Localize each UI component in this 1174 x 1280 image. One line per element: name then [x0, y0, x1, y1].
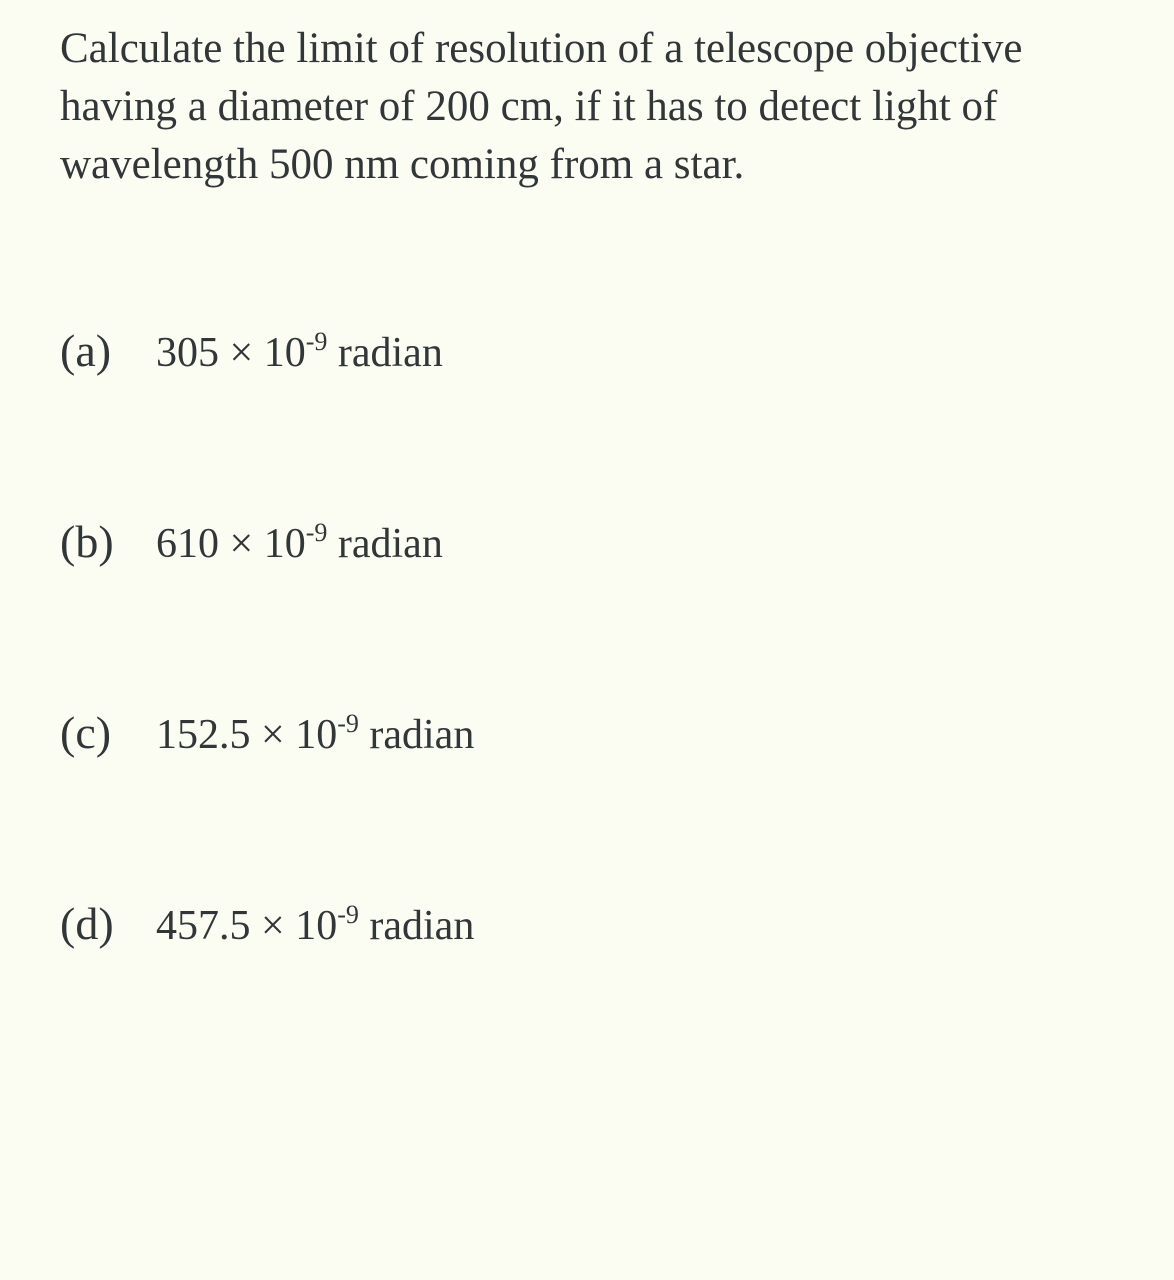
option-a-text: 305 × 10-9 radian — [156, 328, 443, 377]
option-a-coeff: 305 — [156, 330, 219, 376]
option-a-exp: -9 — [306, 327, 328, 356]
option-b-coeff: 610 — [156, 521, 219, 567]
option-d-label: (d) — [60, 897, 132, 950]
option-d-text: 457.5 × 10-9 radian — [156, 901, 474, 950]
question-text: Calculate the limit of resolution of a t… — [60, 20, 1126, 194]
option-a-unit: radian — [338, 330, 443, 376]
option-c-coeff: 152.5 — [156, 712, 251, 758]
option-b-label: (b) — [60, 515, 132, 568]
multiply-sign: × — [261, 712, 285, 758]
option-b[interactable]: (b) 610 × 10-9 radian — [60, 515, 1126, 568]
mcq-container: Calculate the limit of resolution of a t… — [0, 0, 1174, 990]
option-b-unit: radian — [338, 521, 443, 567]
option-d-unit: radian — [369, 903, 474, 949]
option-d-coeff: 457.5 — [156, 903, 251, 949]
option-c-text: 152.5 × 10-9 radian — [156, 710, 474, 759]
option-c-label: (c) — [60, 706, 132, 759]
option-c-unit: radian — [369, 712, 474, 758]
multiply-sign: × — [230, 330, 254, 376]
option-d[interactable]: (d) 457.5 × 10-9 radian — [60, 897, 1126, 950]
option-c[interactable]: (c) 152.5 × 10-9 radian — [60, 706, 1126, 759]
base: 10 — [295, 903, 337, 949]
option-b-exp: -9 — [306, 518, 328, 547]
base: 10 — [264, 521, 306, 567]
option-d-exp: -9 — [337, 900, 359, 929]
option-a[interactable]: (a) 305 × 10-9 radian — [60, 324, 1126, 377]
multiply-sign: × — [261, 903, 285, 949]
base: 10 — [264, 330, 306, 376]
option-a-label: (a) — [60, 324, 132, 377]
option-b-text: 610 × 10-9 radian — [156, 519, 443, 568]
multiply-sign: × — [230, 521, 254, 567]
option-c-exp: -9 — [337, 709, 359, 738]
base: 10 — [295, 712, 337, 758]
options-list: (a) 305 × 10-9 radian (b) 610 × 10-9 rad… — [60, 324, 1126, 950]
